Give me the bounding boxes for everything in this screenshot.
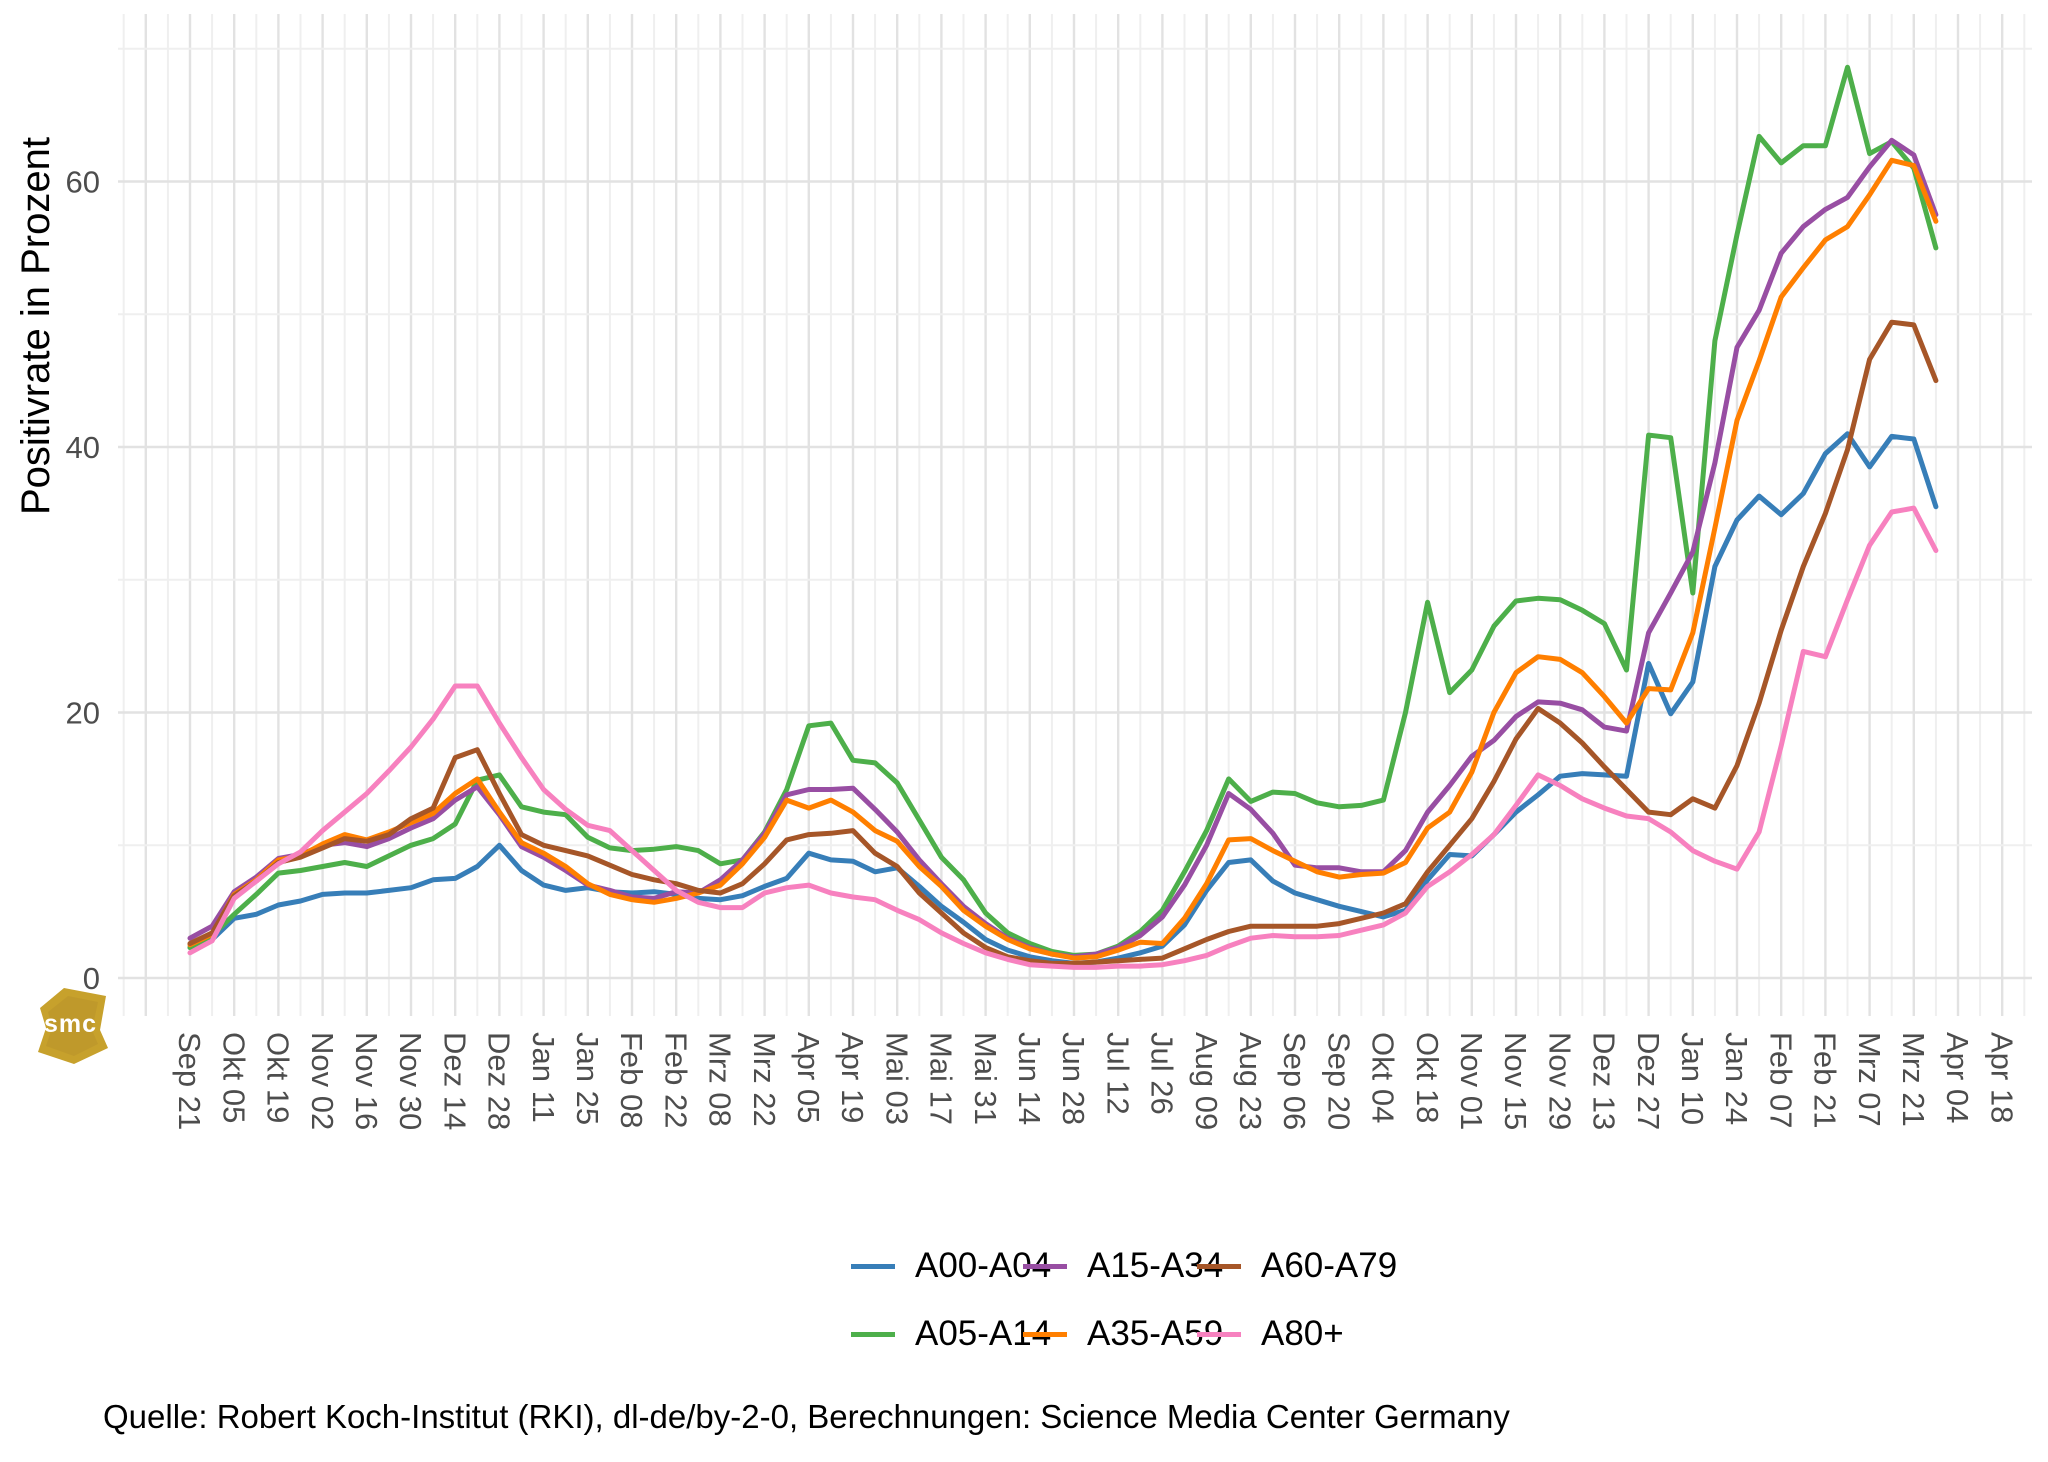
legend-item-A60-A79: A60-A79: [1197, 1246, 1397, 1286]
x-tick-label: Okt 04: [1366, 1032, 1401, 1123]
x-tick-label: Apr 18: [1984, 1032, 2019, 1123]
y-tick-label: 0: [83, 961, 100, 996]
x-tick-label: Mai 31: [968, 1032, 1003, 1125]
x-tick-label: Nov 29: [1542, 1032, 1577, 1130]
legend: Altersgruppe A00-A04A05-A14A15-A34A35-A5…: [0, 1238, 2048, 1358]
series-line-A00-A04: [187, 431, 1939, 966]
x-tick-label: Jan 25: [570, 1032, 605, 1125]
legend-swatch-A15-A34: [1023, 1263, 1067, 1269]
y-tick-label: 20: [66, 696, 100, 731]
x-tick-label: Nov 02: [305, 1032, 340, 1130]
legend-swatch-A05-A14: [851, 1331, 895, 1337]
legend-item-A80+: A80+: [1197, 1314, 1344, 1354]
x-tick-label: Nov 30: [393, 1032, 428, 1130]
legend-item-A05-A14: A05-A14: [851, 1314, 1051, 1354]
x-tick-label: Mai 17: [924, 1032, 959, 1125]
x-tick-label: Okt 19: [261, 1032, 296, 1123]
x-tick-label: Jul 26: [1145, 1032, 1180, 1115]
series-line-A80+: [187, 505, 1939, 970]
x-tick-label: Mai 03: [879, 1032, 914, 1125]
x-tick-label: Sep 21: [172, 1032, 207, 1130]
x-tick-label: Dez 28: [482, 1032, 517, 1130]
x-tick-label: Feb 08: [614, 1032, 649, 1129]
x-tick-label: Feb 07: [1763, 1032, 1798, 1129]
x-tick-label: Mrz 08: [703, 1032, 738, 1127]
x-tick-label: Jan 24: [1719, 1032, 1754, 1125]
series-line-A60-A79: [187, 319, 1939, 966]
x-tick-label: Dez 27: [1631, 1032, 1666, 1130]
x-tick-label: Jun 14: [1012, 1032, 1047, 1125]
x-tick-label: Apr 05: [791, 1032, 826, 1123]
x-tick-label: Mrz 07: [1852, 1032, 1887, 1127]
legend-swatch-A35-A59: [1023, 1331, 1067, 1337]
x-tick-label: Feb 21: [1808, 1032, 1843, 1129]
x-tick-label: Apr 04: [1940, 1032, 1975, 1123]
series-line-A35-A59: [187, 157, 1939, 961]
x-tick-label: Aug 23: [1233, 1032, 1268, 1130]
legend-label: A60-A79: [1261, 1246, 1398, 1285]
x-tick-label: Aug 09: [1189, 1032, 1224, 1130]
legend-swatch-A60-A79: [1197, 1263, 1241, 1269]
legend-item-A35-A59: A35-A59: [1023, 1314, 1223, 1354]
x-tick-label: Okt 18: [1410, 1032, 1445, 1123]
x-tick-label: Dez 14: [437, 1032, 472, 1130]
x-tick-label: Mrz 21: [1896, 1032, 1931, 1127]
y-tick-label: 40: [66, 430, 100, 465]
x-tick-label: Mrz 22: [747, 1032, 782, 1127]
smc-logo-shape: [38, 988, 108, 1064]
x-tick-label: Okt 05: [216, 1032, 251, 1123]
x-tick-label: Jul 12: [1100, 1032, 1135, 1115]
x-tick-label: Nov 01: [1454, 1032, 1489, 1130]
x-tick-label: Nov 15: [1498, 1032, 1533, 1130]
y-tick-label: 60: [66, 165, 100, 200]
legend-label: A80+: [1261, 1314, 1344, 1353]
legend-swatch-A00-A04: [851, 1263, 895, 1269]
x-tick-label: Jun 28: [1056, 1032, 1091, 1125]
legend-item-A15-A34: A15-A34: [1023, 1246, 1223, 1286]
x-tick-label: Apr 19: [835, 1032, 870, 1123]
smc-logo: smc: [34, 986, 110, 1066]
x-tick-label: Jan 11: [526, 1032, 561, 1123]
smc-logo-text: smc: [44, 1010, 98, 1038]
x-tick-label: Sep 20: [1321, 1032, 1356, 1130]
legend-swatch-A80+: [1197, 1331, 1241, 1337]
series-line-A05-A14: [187, 64, 1939, 958]
x-tick-label: Sep 06: [1277, 1032, 1312, 1130]
x-tick-label: Feb 22: [658, 1032, 693, 1129]
x-tick-label: Dez 13: [1587, 1032, 1622, 1130]
legend-item-A00-A04: A00-A04: [851, 1246, 1051, 1286]
x-tick-label: Jan 10: [1675, 1032, 1710, 1125]
y-axis-title: Positivrate in Prozent: [14, 137, 58, 515]
source-text: Quelle: Robert Koch-Institut (RKI), dl-d…: [103, 1398, 1510, 1435]
x-tick-label: Nov 16: [349, 1032, 384, 1130]
